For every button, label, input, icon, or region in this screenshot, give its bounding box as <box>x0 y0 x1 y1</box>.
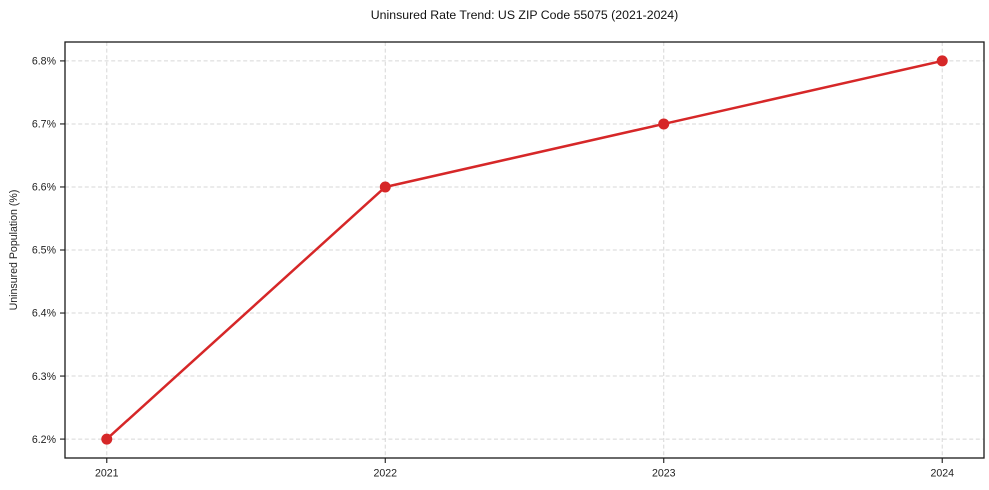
x-tick-label: 2022 <box>373 468 397 480</box>
x-tick-label: 2023 <box>652 468 676 480</box>
y-tick-label: 6.4% <box>32 308 57 320</box>
y-tick-label: 6.7% <box>32 119 57 131</box>
x-tick-label: 2024 <box>930 468 954 480</box>
x-tick-label: 2021 <box>95 468 119 480</box>
data-point-marker <box>101 433 113 445</box>
trend-line <box>105 59 944 441</box>
data-point-marker <box>379 181 391 193</box>
y-tick-label: 6.5% <box>32 245 57 257</box>
y-tick-label: 6.6% <box>32 182 57 194</box>
y-tick-label: 6.2% <box>32 434 57 446</box>
y-tick-label: 6.8% <box>32 56 57 68</box>
chart-title: Uninsured Rate Trend: US ZIP Code 55075 … <box>370 8 679 22</box>
data-point-marker <box>936 55 948 67</box>
data-point-marker <box>658 118 670 130</box>
y-tick-label: 6.3% <box>32 371 57 383</box>
